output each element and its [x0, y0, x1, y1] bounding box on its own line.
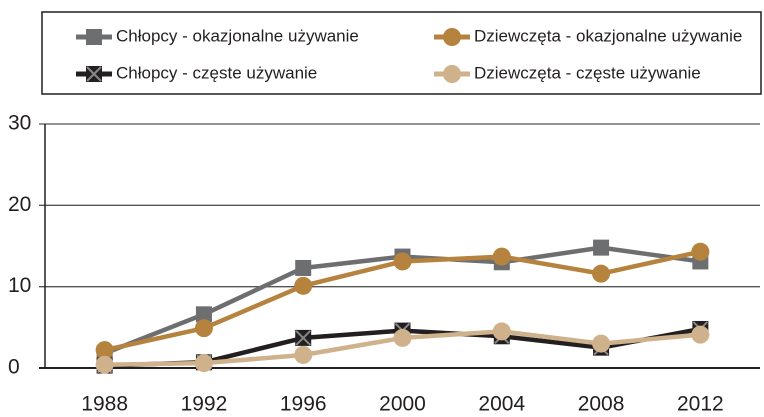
legend-label: Dziewczęta - okazjonalne używanie: [474, 26, 742, 45]
x-tick-label: 1996: [280, 393, 327, 416]
legend-marker: [86, 66, 102, 82]
marker: [492, 322, 511, 341]
y-tick-label: 20: [8, 193, 31, 216]
marker: [195, 306, 212, 323]
legend-box: [41, 11, 762, 95]
legend-marker: [443, 28, 461, 46]
x-tick-label: 2000: [379, 393, 426, 416]
marker: [492, 247, 511, 266]
marker: [691, 325, 710, 344]
marker: [194, 354, 213, 373]
marker: [295, 329, 312, 346]
legend-marker: [443, 65, 461, 83]
legend-label: Chłopcy - okazjonalne używanie: [116, 26, 359, 45]
marker: [95, 355, 114, 374]
marker: [295, 259, 312, 276]
marker: [593, 239, 610, 256]
legend-marker: [86, 29, 102, 45]
marker: [95, 341, 114, 360]
marker: [294, 345, 313, 364]
marker: [691, 242, 710, 261]
legend-label: Dziewczęta - częste używanie: [474, 63, 701, 82]
x-tick-label: 1988: [81, 393, 128, 416]
marker: [592, 264, 611, 283]
y-tick-label: 30: [8, 112, 31, 135]
marker: [592, 334, 611, 353]
x-tick-label: 2008: [578, 393, 625, 416]
marker: [294, 276, 313, 295]
x-tick-label: 2004: [478, 393, 525, 416]
marker: [393, 328, 412, 347]
x-tick-label: 2012: [677, 393, 724, 416]
x-tick-label: 1992: [181, 393, 228, 416]
y-tick-label: 0: [8, 356, 20, 379]
y-tick-label: 10: [8, 274, 31, 297]
marker: [393, 252, 412, 271]
legend-label: Chłopcy - częste używanie: [116, 63, 317, 82]
marker: [194, 319, 213, 338]
